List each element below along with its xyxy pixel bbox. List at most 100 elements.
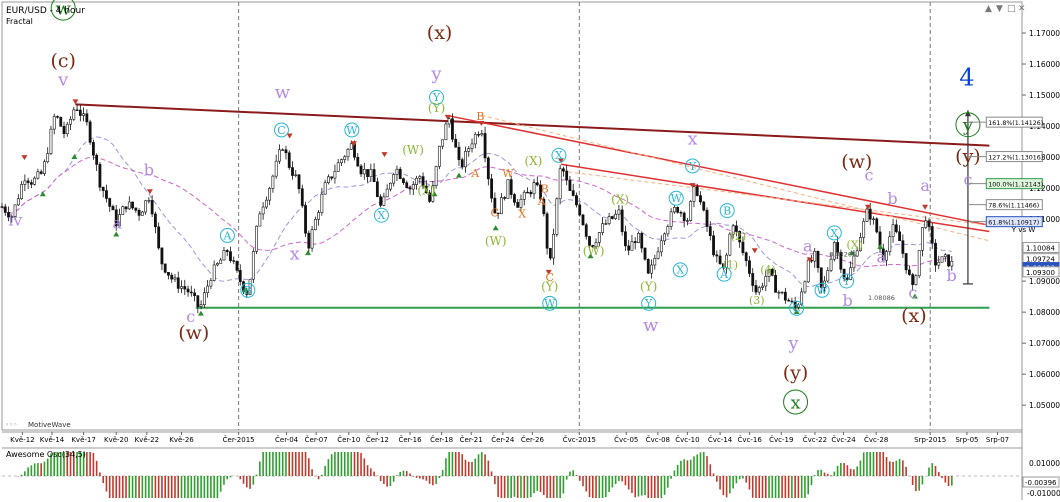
candle-body [167, 271, 170, 276]
wave-label: (4) [760, 263, 776, 276]
candle-body [150, 200, 154, 215]
candle-body [718, 255, 722, 265]
wave-label: W [544, 297, 556, 310]
price-tick-label: 1.11000 [1029, 215, 1060, 224]
wave-label: w [643, 315, 659, 336]
candle-body [914, 275, 918, 285]
wave-label-circle [344, 122, 360, 138]
candle-body [699, 195, 702, 203]
wave-label-circle [955, 112, 981, 138]
time-tick-label: Čvc-10 [675, 435, 699, 444]
trendline-1 [448, 115, 990, 227]
chevron-up-icon[interactable]: ▲ [985, 4, 992, 14]
candle-body [924, 220, 928, 228]
candle-body [535, 182, 539, 186]
wave-label: X [830, 227, 838, 240]
candle-body [216, 263, 219, 266]
candle-body [617, 209, 621, 215]
maximize-icon[interactable]: □ [1007, 4, 1016, 14]
wave-label: X [378, 209, 386, 222]
fractal-markers [21, 99, 929, 316]
time-tick-label: Čer-21 [460, 435, 483, 444]
candle-body [627, 245, 631, 251]
candle-body [855, 250, 859, 257]
wave-label: a [920, 176, 930, 195]
wave-label: B [244, 284, 252, 297]
wave-label: (W) [485, 234, 507, 248]
candle-body [451, 118, 454, 140]
candle-body [346, 149, 350, 158]
candle-body [594, 242, 598, 248]
wave-label: B [723, 204, 731, 217]
candle-body [493, 197, 497, 214]
candle-body [111, 206, 115, 211]
candle-body [539, 184, 542, 200]
fractal-down-marker [71, 153, 78, 159]
time-tick-label: Kvě-17 [71, 436, 95, 444]
scroll-controls[interactable]: ▲ ▼ □ ✕ ◦◦◦ [5, 4, 1026, 429]
price-tick-label: 1.08000 [1029, 308, 1060, 317]
candle-body [797, 304, 800, 308]
candle-body [519, 199, 523, 208]
candle-body [663, 233, 666, 242]
time-tick-label: Čer-04 [275, 435, 299, 444]
candle-body [16, 198, 20, 206]
candle-body [483, 133, 487, 159]
chevron-down-icon[interactable]: ▼ [996, 4, 1003, 14]
time-tick-label: Čvc-14 [708, 435, 733, 444]
candle-body [859, 237, 862, 252]
candle-body [405, 182, 409, 188]
price-flag-label: 1.09300 [1026, 269, 1055, 277]
candle-body [212, 264, 216, 281]
candle-body [480, 133, 484, 136]
wave-label: W [346, 124, 358, 137]
candle-body [911, 274, 915, 285]
wave-label: (X) [417, 183, 435, 197]
price-flag-label: 1.09724 [1026, 256, 1055, 264]
candle-body [470, 143, 474, 149]
candle-body [258, 213, 262, 227]
candle-body [225, 250, 229, 252]
candle-body [170, 274, 174, 280]
wave-label: C [277, 124, 285, 137]
scroll-dots-icon[interactable]: ◦◦◦ [5, 421, 17, 429]
candle-body [3, 206, 7, 213]
wave-label: A [470, 167, 480, 180]
candle-body [320, 193, 324, 213]
candle-body [206, 285, 210, 293]
candle-body [930, 226, 934, 244]
candle-body [424, 185, 428, 194]
price-tick-label: 1.15000 [1029, 91, 1060, 100]
wave-label: C [792, 302, 800, 315]
price-tick-label: 1.06000 [1029, 370, 1060, 379]
candle-body [144, 200, 148, 213]
candle-body [881, 248, 885, 261]
wave-label: c [186, 307, 195, 326]
candle-body [767, 268, 771, 277]
candle-body [39, 171, 43, 174]
candle-body [278, 149, 281, 162]
candle-body [646, 258, 650, 274]
price-tick-label: 1.13000 [1029, 153, 1060, 162]
wave-label: (3) [749, 294, 765, 307]
fib-level-label: 161.8%(1.14126) [988, 120, 1043, 127]
candle-body [774, 275, 777, 293]
close-icon[interactable]: ✕ [1018, 4, 1026, 14]
candle-body [868, 208, 872, 220]
time-tick-label: Čer-12 [366, 435, 389, 444]
candle-body [434, 166, 438, 186]
time-tick-label: Kvě-26 [169, 436, 194, 444]
candle-body [917, 249, 921, 277]
fib-level-label: 100.0%(1.12143) [988, 182, 1043, 189]
wave-label: x [687, 129, 697, 150]
time-tick-label: Čvc-24 [831, 435, 856, 444]
candle-body [98, 164, 102, 188]
candle-body [62, 126, 66, 135]
candle-body [193, 292, 196, 296]
candle-body [199, 304, 203, 307]
candle-body [816, 250, 820, 269]
wave-label: A [222, 229, 232, 242]
candle-body [343, 156, 347, 160]
candle-body [865, 208, 869, 222]
